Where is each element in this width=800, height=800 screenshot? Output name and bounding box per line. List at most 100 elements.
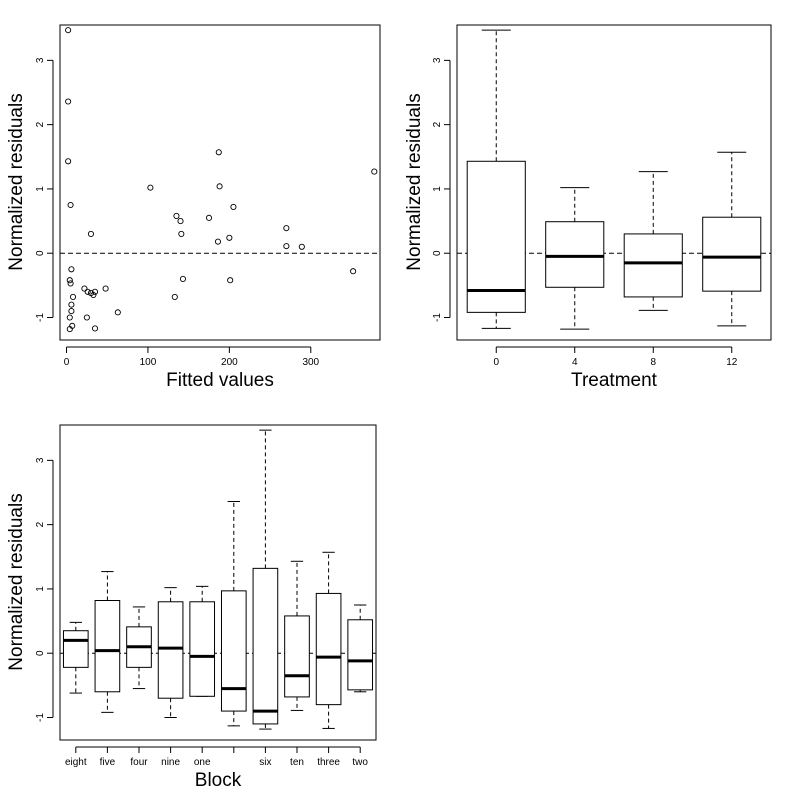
data-point (67, 280, 74, 287)
y-tick-label: 2 (35, 521, 46, 527)
x-tick-label: 8 (650, 357, 656, 368)
data-point (216, 183, 223, 190)
data-point (68, 301, 75, 308)
data-point (350, 268, 357, 275)
iqr-box (284, 615, 310, 698)
data-point (173, 212, 180, 219)
data-point (214, 238, 222, 245)
y-tick-label: 0 (35, 650, 46, 656)
x-tick-label: 12 (726, 357, 738, 368)
box-unlabeled (220, 501, 247, 727)
x-tick-label: 0 (64, 357, 70, 368)
data-point (68, 266, 75, 273)
data-point (226, 234, 233, 241)
x-tick-label: one (194, 757, 211, 768)
box-4 (545, 187, 605, 330)
box-one (189, 585, 216, 697)
iqr-box (466, 160, 526, 313)
data-point (371, 168, 378, 175)
y-tick-label: 1 (35, 186, 46, 192)
x-tick-label: 4 (572, 357, 578, 368)
data-point (114, 309, 121, 316)
iqr-box (220, 590, 247, 712)
box-five (94, 571, 121, 713)
x-tick-label: three (317, 757, 340, 768)
y-tick-label: 2 (35, 121, 46, 127)
x-axis-title: Block (195, 770, 242, 791)
x-tick-label: 100 (140, 357, 157, 368)
iqr-box (623, 233, 683, 298)
x-axis-title: Fitted values (166, 370, 274, 391)
iqr-box (702, 216, 762, 292)
x-axis-title: Treatment (571, 370, 658, 391)
box-eight (62, 621, 89, 694)
data-point (83, 314, 90, 321)
x-tick-label: two (352, 757, 368, 768)
data-point (65, 27, 72, 34)
data-point (283, 225, 290, 232)
x-tick-label: 300 (302, 357, 319, 368)
x-tick-label: four (130, 757, 148, 768)
data-point (102, 285, 109, 292)
box-0 (466, 29, 526, 329)
y-tick-label: -1 (432, 313, 443, 322)
data-point (298, 243, 305, 250)
y-axis-title: Normalized residuals (6, 93, 27, 270)
plot-frame (59, 24, 381, 341)
data-point (67, 201, 74, 209)
iqr-box (189, 601, 216, 697)
data-point (65, 158, 72, 165)
y-axis-title: Normalized residuals (6, 493, 27, 670)
data-point (178, 230, 185, 237)
x-tick-label: six (259, 757, 271, 768)
data-point (65, 98, 72, 105)
x-tick-label: 200 (221, 357, 238, 368)
data-point (230, 203, 237, 210)
box-two (347, 604, 374, 693)
y-axis-title: Normalized residuals (404, 93, 425, 270)
data-point (171, 293, 178, 300)
data-point (177, 218, 184, 225)
data-point (147, 184, 154, 191)
data-point (81, 285, 88, 292)
box-ten (284, 560, 310, 711)
x-tick-label: 0 (493, 357, 499, 368)
iqr-box (62, 630, 89, 668)
iqr-box (315, 592, 342, 706)
y-tick-label: 0 (35, 250, 46, 256)
y-tick-label: 1 (35, 586, 46, 592)
data-point (91, 325, 99, 332)
data-point (69, 293, 77, 300)
y-tick-label: 1 (432, 186, 443, 192)
data-point (68, 308, 75, 315)
plot-frame (59, 424, 377, 741)
data-point (66, 314, 73, 321)
y-tick-label: 3 (432, 57, 443, 63)
data-point (205, 214, 213, 221)
box-nine (157, 587, 184, 718)
fitted-values-scatter-panel: -1 0 1 2 3 0 100 200 300 Fitted values Normalize… (6, 24, 381, 391)
data-point (283, 243, 290, 250)
box-12 (702, 151, 762, 327)
box-three (315, 551, 342, 729)
box-six (252, 429, 279, 730)
y-tick-label: -1 (35, 713, 46, 722)
data-point (90, 291, 97, 299)
x-tick-label: five (100, 757, 116, 768)
x-tick-label: eight (65, 757, 87, 768)
plot-frame (456, 24, 772, 341)
x-tick-label: ten (290, 757, 304, 768)
iqr-box (252, 567, 279, 725)
box-four (126, 606, 152, 690)
box-8 (623, 171, 683, 311)
block-boxplot-panel: -1 0 1 2 3 eight five four nine one six ten three two… (6, 424, 377, 791)
y-tick-label: 0 (432, 250, 443, 256)
y-tick-label: 3 (35, 457, 46, 463)
data-point (179, 275, 187, 282)
data-point (66, 326, 73, 333)
data-point (227, 277, 234, 284)
iqr-box (545, 221, 605, 288)
data-point (84, 288, 91, 295)
x-tick-label: nine (161, 757, 180, 768)
